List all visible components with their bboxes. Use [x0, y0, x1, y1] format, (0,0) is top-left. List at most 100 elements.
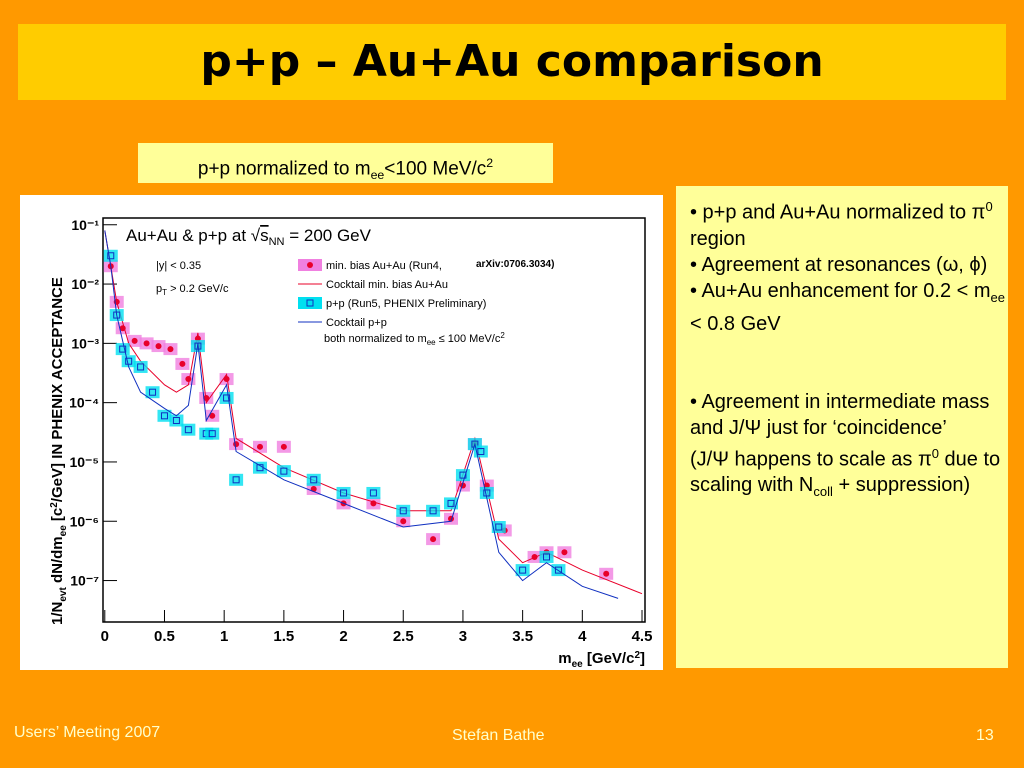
text: dN/dm	[49, 536, 66, 587]
text: evt	[58, 587, 69, 602]
text: ee	[370, 168, 385, 183]
error-box	[366, 486, 381, 499]
error-box	[205, 427, 220, 440]
bullet: • p+p and Au+Au normalized to π0 region	[690, 194, 1008, 252]
annotation: pT > 0.2 GeV/c	[156, 283, 229, 297]
x-tick-label: 3.5	[512, 628, 533, 645]
x-tick-label: 1.5	[273, 628, 294, 645]
error-box	[426, 504, 441, 517]
error-box	[133, 360, 148, 373]
slide-title: p+p – Au+Au comparison	[18, 24, 1006, 100]
x-tick-label: 2.5	[393, 628, 414, 645]
point	[119, 345, 127, 353]
series-line	[104, 230, 619, 599]
error-box	[252, 461, 267, 474]
x-tick-label: 2	[339, 628, 347, 645]
point	[208, 430, 216, 438]
error-box	[229, 473, 244, 486]
point	[137, 363, 145, 371]
point	[172, 417, 180, 425]
text: T	[162, 288, 167, 297]
point	[459, 471, 467, 479]
text: ee	[572, 659, 584, 670]
point	[561, 549, 568, 556]
text: NN	[269, 236, 285, 248]
point	[399, 507, 407, 515]
bullet: • Agreement in intermediate mass and J/Ψ…	[690, 389, 1008, 441]
text: coll	[813, 484, 833, 500]
point	[209, 412, 216, 419]
y-axis-label: 1/Nevt dN/dmee [c2/GeV] IN PHENIX ACCEPT…	[49, 277, 69, 625]
annotation: Au+Au & p+p at √sNN = 200 GeV	[126, 226, 372, 248]
point	[149, 388, 157, 396]
error-box	[103, 249, 118, 262]
point	[519, 566, 527, 574]
bullet: • Agreement at resonances (ω, ϕ)	[690, 252, 1008, 278]
point	[495, 523, 503, 531]
footer-right: 13	[976, 727, 994, 744]
point	[167, 346, 174, 353]
text: m	[558, 650, 571, 667]
text: [c	[49, 508, 66, 526]
point	[203, 394, 210, 401]
point	[400, 518, 407, 525]
y-tick-label: 10⁻⁴	[69, 395, 99, 411]
error-box	[115, 343, 130, 356]
point	[232, 476, 240, 484]
y-tick-label: 10⁻⁶	[70, 513, 99, 529]
text: • Agreement in intermediate mass and J/Ψ…	[690, 390, 990, 439]
x-tick-label: 0	[101, 628, 109, 645]
point	[125, 357, 133, 365]
point	[554, 566, 562, 574]
text: /GeV] IN PHENIX ACCEPTANCE	[49, 277, 66, 502]
text: 2	[49, 502, 60, 508]
x-tick-label: 3	[459, 628, 467, 645]
point	[543, 553, 551, 561]
point	[194, 342, 202, 350]
y-tick-label: 10⁻⁷	[70, 573, 99, 589]
point	[160, 412, 168, 420]
text: ee	[990, 289, 1005, 305]
text: ]	[640, 650, 645, 667]
y-tick-label: 10⁻²	[71, 276, 99, 292]
text: 2	[486, 156, 494, 170]
legend-box	[298, 297, 322, 309]
text: 0	[985, 199, 993, 214]
text: both normalized to m	[324, 333, 427, 345]
y-tick-label: 10⁻³	[71, 335, 99, 351]
text: 0	[931, 445, 939, 461]
annotation: both normalized to mee ≤ 100 MeV/c2	[324, 331, 505, 347]
text: 2	[634, 650, 640, 661]
series-line	[104, 230, 643, 595]
point	[223, 376, 230, 383]
bullet: (J/Ψ happens to scale as π0 due to scali…	[690, 441, 1008, 506]
text: Au+Au & p+p at √	[126, 226, 261, 245]
annotation: |y| < 0.35	[156, 260, 201, 272]
point	[107, 252, 115, 260]
y-tick-label: 10⁻⁵	[69, 454, 99, 470]
point	[143, 340, 150, 347]
error-box	[444, 497, 459, 510]
point	[179, 360, 186, 367]
x-tick-label: 4	[578, 628, 587, 645]
y-tick-label: 10⁻¹	[71, 217, 99, 233]
x-tick-label: 1	[220, 628, 228, 645]
point	[310, 476, 318, 484]
x-tick-label: 4.5	[632, 628, 653, 645]
point	[369, 489, 377, 497]
plot-frame	[102, 217, 646, 623]
point	[447, 499, 455, 507]
point	[477, 448, 485, 456]
error-box	[336, 486, 351, 499]
text: • Agreement at resonances (ω, ϕ)	[690, 253, 988, 276]
error-box	[396, 504, 411, 517]
point	[430, 536, 437, 543]
text: ee	[58, 525, 69, 537]
point	[223, 394, 231, 402]
point	[280, 467, 288, 475]
point	[131, 337, 138, 344]
text: <100 MeV/c	[384, 158, 487, 180]
text: < 0.8 GeV	[690, 312, 781, 335]
legend-label: min. bias Au+Au (Run4,	[326, 260, 442, 272]
